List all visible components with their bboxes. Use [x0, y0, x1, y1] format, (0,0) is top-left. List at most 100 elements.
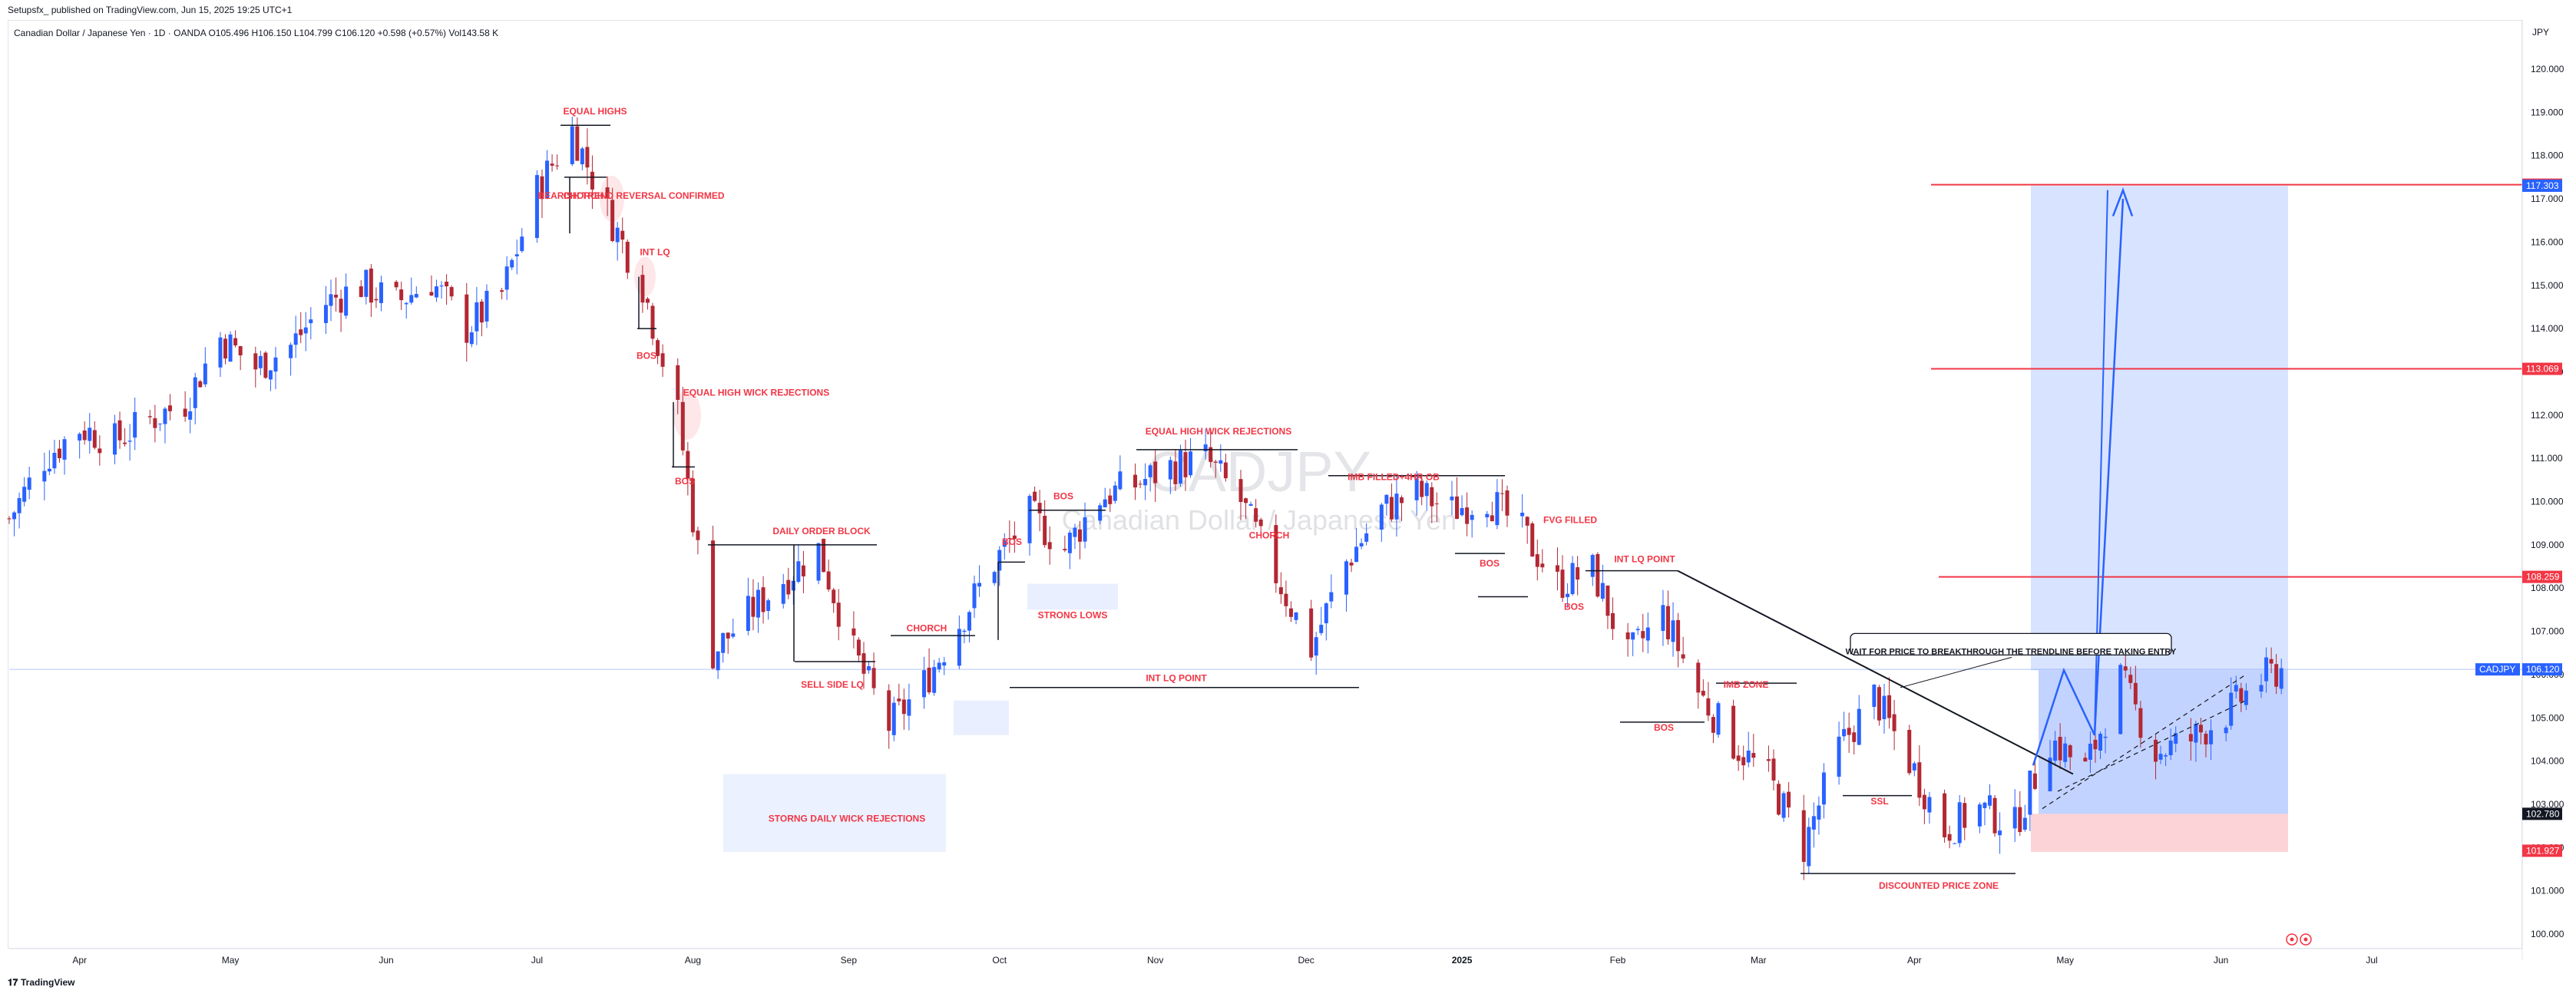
candle-body [42, 470, 47, 482]
candle-body [1635, 629, 1640, 631]
price-tag-value: 113.069 [2526, 364, 2559, 375]
annotation-label: STORNG DAILY WICK REJECTIONS [769, 813, 925, 824]
candle-body [359, 286, 363, 297]
candle-body [369, 268, 373, 303]
pink-blob-1 [600, 176, 624, 223]
demand-zone [954, 700, 1009, 735]
candle-body [1610, 612, 1615, 629]
candle-body [374, 299, 379, 301]
candle-body [1414, 478, 1419, 500]
candle-body [1309, 608, 1314, 658]
candle-body [520, 236, 524, 252]
candle-body [927, 667, 931, 693]
candle-body [183, 408, 187, 417]
candle-body [2068, 745, 2072, 758]
candle-body [1148, 465, 1152, 477]
candle-body [82, 430, 87, 441]
candle-body [1645, 627, 1650, 641]
candle-body [1455, 496, 1460, 519]
candle-body [1450, 496, 1454, 500]
candle-body [1807, 827, 1811, 867]
candle-body [1359, 543, 1364, 546]
candle-body [1153, 461, 1158, 484]
candle-body [2188, 734, 2193, 741]
y-tick-label: 108.000 [2531, 583, 2564, 593]
candle-body [1098, 505, 1103, 521]
annotation-label: BOS [675, 476, 695, 487]
candle-body [1560, 569, 1565, 598]
candle-body [163, 408, 167, 424]
candle-body [1817, 805, 1821, 820]
candle-body [656, 340, 660, 356]
candle-body [168, 405, 173, 411]
candle-body [580, 148, 584, 165]
candle-body [942, 662, 947, 666]
candle-body [1998, 830, 2002, 836]
candle-body [756, 589, 760, 618]
candle-body [409, 295, 414, 303]
trendline [1677, 569, 2074, 775]
annotation-label: IMB ZONE [1724, 679, 1769, 690]
candle-body [1183, 452, 1188, 477]
candle-body [2264, 657, 2269, 682]
x-tick-label: Jun [2214, 955, 2228, 966]
candle-body [1731, 705, 1736, 759]
candle-body [1278, 587, 1283, 595]
tradingview-footer[interactable]: 𝟏𝟕 TradingView [8, 976, 74, 989]
candle-body [1189, 451, 1193, 476]
candle-body [1077, 529, 1082, 542]
y-tick-label: 100.000 [2531, 929, 2564, 939]
price-tag-bg [2522, 570, 2562, 583]
y-tick-label: 109.000 [2531, 540, 2564, 550]
candle-body [92, 430, 97, 448]
currency-label: JPY [2532, 27, 2549, 38]
candle-body [1927, 797, 1932, 813]
dashed-channel-upper [2042, 674, 2247, 810]
candle-body [2018, 807, 2022, 833]
candle-body [690, 478, 695, 533]
annotation-label: WAIT FOR PRICE TO BREAKTHROUGH THE TREND… [1846, 647, 2177, 656]
annotation-label: BOS [1564, 601, 1584, 612]
candle-body [907, 699, 911, 716]
annotation-label: STRONG LOWS [1038, 610, 1108, 621]
candle-body [2198, 725, 2203, 733]
candle-body [1047, 542, 1052, 550]
y-tick-label: 104.000 [2531, 756, 2564, 767]
candle-body [2168, 740, 2173, 755]
candle-body [1852, 732, 1857, 742]
candle-body [1641, 631, 1645, 639]
candle-body [1108, 495, 1113, 504]
candle-body [816, 543, 821, 581]
y-tick-label: 105.000 [2531, 712, 2564, 723]
annotation-label: BOS [1053, 491, 1073, 502]
instrument-legend[interactable]: Canadian Dollar / Japanese Yen · 1D · OA… [14, 28, 499, 38]
candle-body [2194, 724, 2198, 743]
price-tag-value: 106.120 [2526, 664, 2560, 675]
annotation-label: BOS [1002, 536, 1022, 547]
y-tick-label: 111.000 [2531, 453, 2563, 464]
candle-body [303, 327, 308, 334]
candle-body [1173, 461, 1178, 484]
candle-body [1887, 695, 1892, 718]
y-tick-label: 116.000 [2531, 236, 2564, 247]
candle-body [640, 275, 645, 303]
x-tick-label: Apr [72, 955, 87, 966]
candle-body [1294, 612, 1298, 620]
candle-body [1143, 479, 1148, 486]
candle-body [434, 286, 438, 298]
candle-body [550, 163, 554, 166]
candle-body [2158, 754, 2163, 760]
y-tick-label: 112.000 [2531, 410, 2564, 421]
candle-body [475, 302, 479, 332]
candle-body [1882, 695, 1887, 719]
candle-body [2244, 690, 2248, 705]
candle-body [1525, 517, 1529, 526]
candle-body [1676, 619, 1681, 652]
candle-body [12, 512, 17, 520]
candle-body [1943, 793, 1947, 837]
candle-body [1349, 562, 1354, 566]
candle-body [1384, 494, 1389, 504]
candle-body [133, 411, 137, 438]
candle-body [258, 355, 263, 368]
